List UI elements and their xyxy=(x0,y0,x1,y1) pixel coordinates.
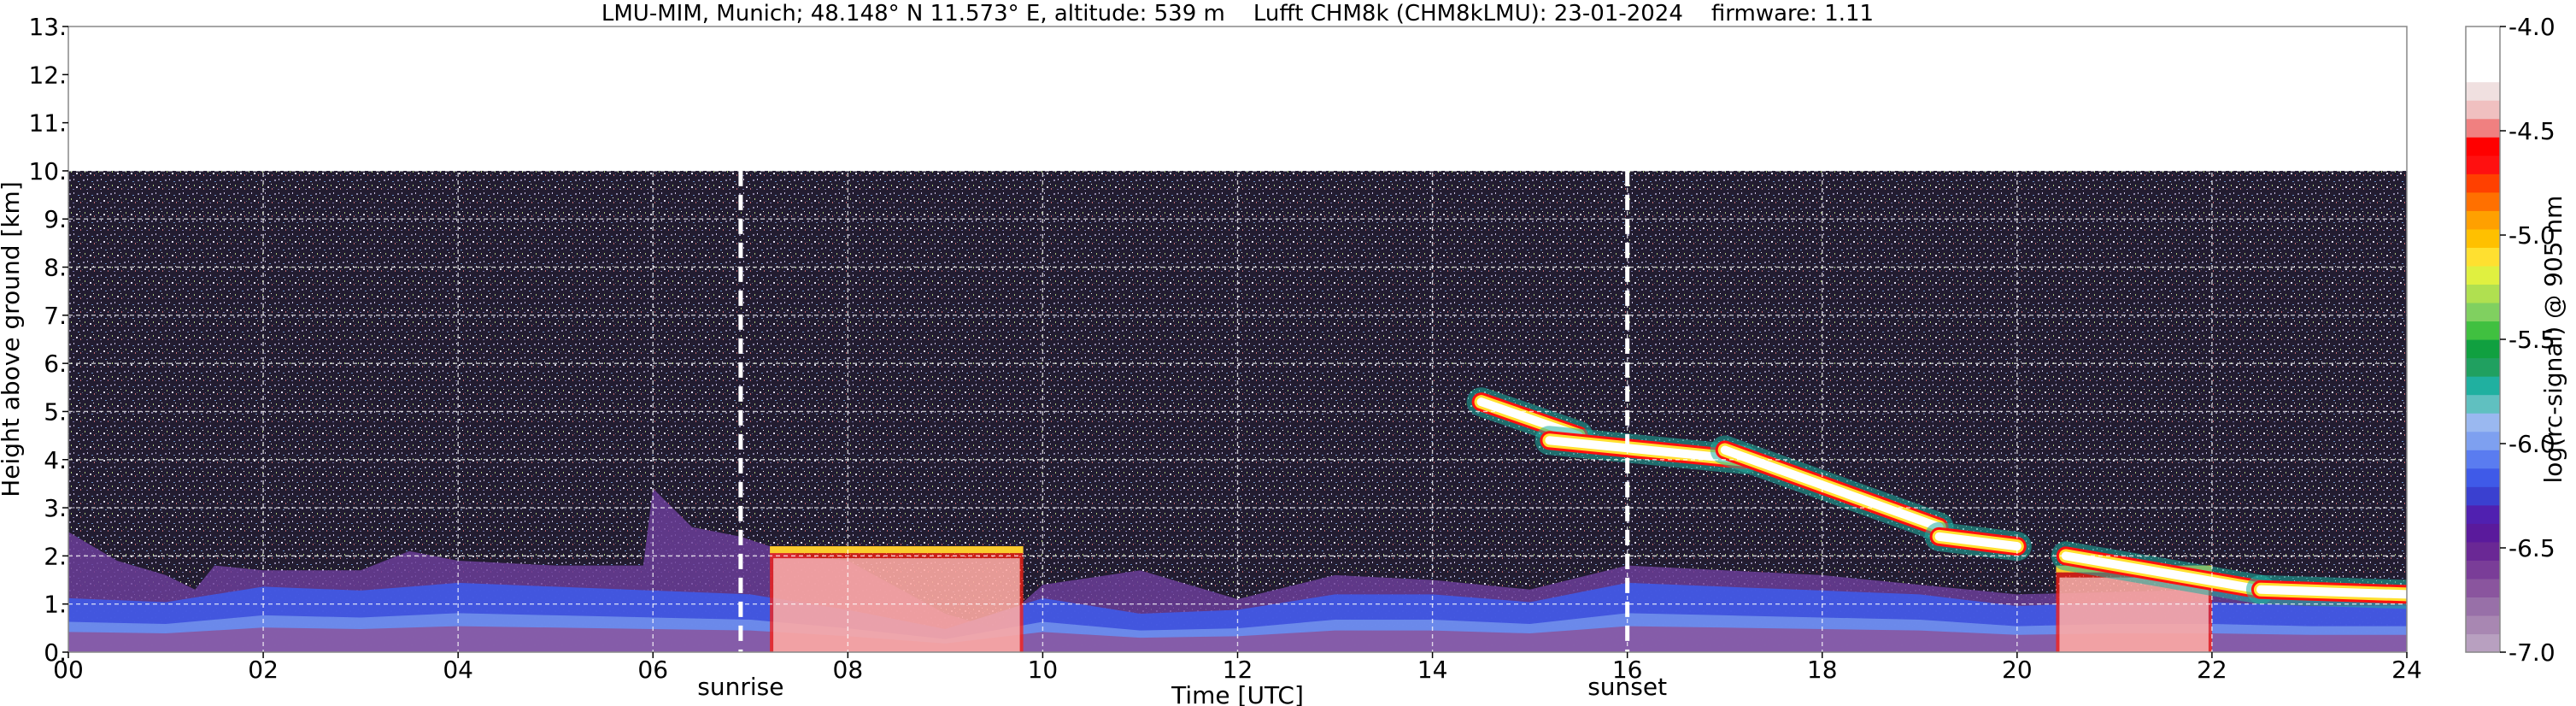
colorbar-segment xyxy=(2466,413,2500,432)
colorbar-ticks: -4.0 -4.5 -5.0 -5.5 -6.0 -6.5 -7.0 xyxy=(2500,13,2555,667)
colorbar-segment xyxy=(2466,174,2500,193)
colorbar-segment xyxy=(2466,228,2500,248)
x-tick-label: 24 xyxy=(2391,656,2422,684)
y-tick-label: 11. xyxy=(28,109,67,138)
x-tick-label: 00 xyxy=(53,656,84,684)
colorbar-segment xyxy=(2466,247,2500,267)
colorbar-tick-label: -5.0 xyxy=(2509,221,2555,250)
colorbar-segment xyxy=(2466,191,2500,211)
colorbar-segment xyxy=(2466,486,2500,506)
colorbar-segment xyxy=(2466,431,2500,450)
colorbar-segment xyxy=(2466,210,2500,230)
colorbar-segment xyxy=(2466,302,2500,322)
colorbar-segment xyxy=(2466,376,2500,396)
y-axis-label: Height above ground [km] xyxy=(0,181,25,497)
sun-marker-label: sunrise xyxy=(697,673,783,701)
y-tick-label: 2. xyxy=(44,542,67,570)
x-tick-label: 08 xyxy=(833,656,864,684)
x-tick-label: 18 xyxy=(1807,656,1838,684)
cloud-core xyxy=(1720,445,1944,532)
precip-edge xyxy=(770,546,1024,554)
x-tick-label: 10 xyxy=(1028,656,1059,684)
y-tick-label: 9. xyxy=(44,205,67,233)
x-tick-label: 02 xyxy=(248,656,279,684)
colorbar-segment xyxy=(2466,633,2500,653)
colorbar-segment xyxy=(2466,155,2500,174)
colorbar-segment xyxy=(2466,284,2500,303)
x-tick-label: 20 xyxy=(2002,656,2033,684)
colorbar-segment xyxy=(2466,450,2500,469)
colorbar-segment xyxy=(2466,339,2500,359)
y-tick-label: 8. xyxy=(44,254,67,282)
y-tick-label: 3. xyxy=(44,494,67,522)
colorbar-segment xyxy=(2466,100,2500,120)
colorbar-segment xyxy=(2466,44,2500,64)
y-tick-label: 0. xyxy=(44,638,67,667)
colorbar-segment xyxy=(2466,560,2500,580)
y-tick-label: 13. xyxy=(28,13,67,41)
cloud-core xyxy=(1934,532,2021,551)
colorbar-tick-label: -4.0 xyxy=(2509,13,2555,41)
colorbar-segment xyxy=(2466,265,2500,285)
colorbar-tick-label: -6.0 xyxy=(2509,430,2555,458)
colorbar-segment xyxy=(2466,357,2500,377)
colorbar-segment xyxy=(2466,523,2500,543)
y-tick-label: 6. xyxy=(44,350,67,378)
y-tick-label: 5. xyxy=(44,397,67,426)
chart-title: LMU-MIM, Munich; 48.148° N 11.573° E, al… xyxy=(601,1,1874,26)
colorbar-segment xyxy=(2466,81,2500,101)
colorbar-segment xyxy=(2466,504,2500,524)
sun-marker-label: sunset xyxy=(1587,673,1667,701)
grid xyxy=(68,26,2407,652)
x-axis-label: Time [UTC] xyxy=(1171,681,1304,706)
colorbar-tick-label: -5.5 xyxy=(2509,326,2555,354)
x-tick-label: 04 xyxy=(443,656,473,684)
colorbar-tick-label: -7.0 xyxy=(2509,638,2555,667)
colorbar-segment xyxy=(2466,26,2500,46)
sun-markers: sunrise sunset xyxy=(697,170,1667,701)
colorbar-segment xyxy=(2466,597,2500,616)
x-tick-label: 12 xyxy=(1223,656,1253,684)
x-tick-label: 22 xyxy=(2197,656,2227,684)
colorbar-segment xyxy=(2466,541,2500,561)
colorbar-tick-label: -4.5 xyxy=(2509,117,2555,145)
colorbar-tick-label: -6.5 xyxy=(2509,534,2555,562)
x-tick-label: 14 xyxy=(1417,656,1448,684)
x-tick-label: 06 xyxy=(637,656,668,684)
colorbar-segment xyxy=(2466,578,2500,598)
colorbar-segment xyxy=(2466,321,2500,340)
y-axis: 0. 1. 2. 3. 4. 5. 6. 7. 8. 9. 10. 11. 12. 13. xyxy=(28,13,68,667)
y-tick-label: 7. xyxy=(44,302,67,330)
colorbar xyxy=(2465,26,2501,653)
colorbar-segment xyxy=(2466,394,2500,414)
colorbar-segment xyxy=(2466,118,2500,138)
cloud-core xyxy=(2061,551,2265,594)
y-tick-label: 1. xyxy=(44,591,67,619)
y-tick-label: 12. xyxy=(28,61,67,89)
colorbar-segment xyxy=(2466,137,2500,156)
plot-area: sunrise sunset xyxy=(67,26,2408,701)
precip-core xyxy=(773,558,1020,652)
colorbar-segment xyxy=(2466,468,2500,487)
y-tick-label: 4. xyxy=(44,446,67,474)
y-tick-label: 10. xyxy=(28,157,67,185)
colorbar-segment xyxy=(2466,63,2500,83)
colorbar-label: log(rc-signal) @ 905 nm xyxy=(2539,196,2567,484)
x-axis: 00 02 04 06 08 10 12 14 16 18 20 22 24 xyxy=(53,652,2422,684)
x-tick-label: 16 xyxy=(1612,656,1643,684)
colorbar-segment xyxy=(2466,615,2500,635)
cloud-core xyxy=(2256,585,2407,599)
